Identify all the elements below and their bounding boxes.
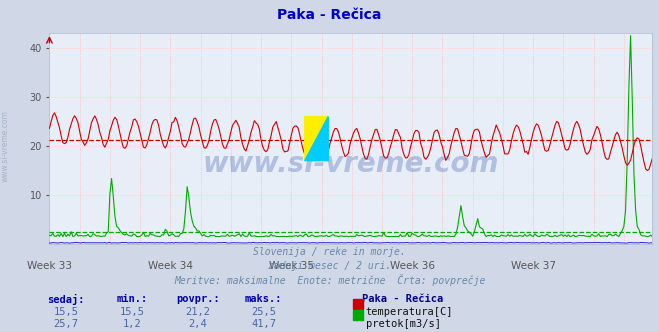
Text: temperatura[C]: temperatura[C] bbox=[366, 307, 453, 317]
Text: www.si-vreme.com: www.si-vreme.com bbox=[203, 150, 499, 178]
Text: sedaj:: sedaj: bbox=[47, 294, 84, 305]
Text: Slovenija / reke in morje.: Slovenija / reke in morje. bbox=[253, 247, 406, 257]
Text: Paka - Rečica: Paka - Rečica bbox=[362, 294, 444, 304]
Text: 2,4: 2,4 bbox=[188, 319, 207, 329]
Text: 25,7: 25,7 bbox=[53, 319, 78, 329]
Polygon shape bbox=[304, 117, 328, 161]
Polygon shape bbox=[304, 117, 328, 161]
Text: 15,5: 15,5 bbox=[53, 307, 78, 317]
Text: 41,7: 41,7 bbox=[251, 319, 276, 329]
Text: Week 34: Week 34 bbox=[148, 261, 193, 271]
Text: min.:: min.: bbox=[116, 294, 148, 304]
Text: 1,2: 1,2 bbox=[123, 319, 141, 329]
Text: Paka - Rečica: Paka - Rečica bbox=[277, 8, 382, 22]
Text: Week 37: Week 37 bbox=[511, 261, 556, 271]
Text: povpr.:: povpr.: bbox=[176, 294, 219, 304]
Text: Week 36: Week 36 bbox=[389, 261, 435, 271]
Text: Week 33: Week 33 bbox=[27, 261, 72, 271]
Text: 25,5: 25,5 bbox=[251, 307, 276, 317]
Text: maks.:: maks.: bbox=[245, 294, 282, 304]
Text: pretok[m3/s]: pretok[m3/s] bbox=[366, 319, 441, 329]
Text: Week 35: Week 35 bbox=[269, 261, 314, 271]
Text: 21,2: 21,2 bbox=[185, 307, 210, 317]
Text: 15,5: 15,5 bbox=[119, 307, 144, 317]
Text: Meritve: maksimalne  Enote: metrične  Črta: povprečje: Meritve: maksimalne Enote: metrične Črta… bbox=[174, 274, 485, 286]
Text: www.si-vreme.com: www.si-vreme.com bbox=[1, 110, 10, 182]
Text: zadnji mesec / 2 uri.: zadnji mesec / 2 uri. bbox=[268, 261, 391, 271]
